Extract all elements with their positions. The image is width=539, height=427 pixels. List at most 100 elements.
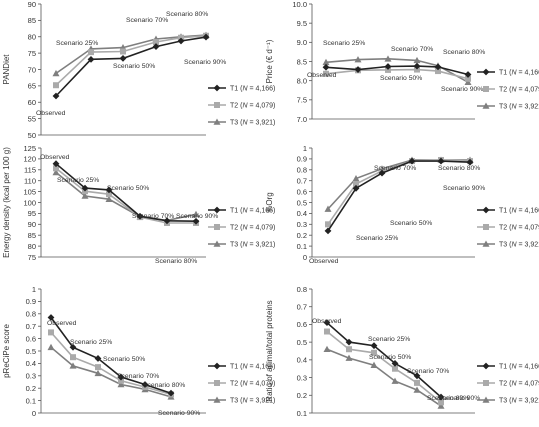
point-annotation: Scenario 90%	[176, 213, 218, 220]
data-point-T2	[435, 68, 441, 75]
legend-marker-T1	[213, 206, 221, 214]
series-line-T3	[55, 34, 207, 75]
data-point-T3	[117, 380, 125, 388]
point-annotation: Scenario 80%	[143, 382, 185, 389]
point-annotation: Scenario 70%	[407, 368, 449, 375]
y-tick-label: 1	[303, 144, 307, 153]
data-point-T1	[413, 372, 421, 380]
y-tick-label: 0	[32, 409, 36, 418]
y-tick-label: 60	[28, 98, 36, 107]
point-annotation: Scenario 50%	[113, 63, 155, 70]
legend-marker-T2	[214, 102, 220, 108]
data-point-T3	[352, 175, 360, 182]
y-tick-label: 9.5	[297, 19, 307, 28]
data-point-T1	[177, 37, 185, 45]
data-point-T1	[324, 227, 332, 235]
data-point-T1	[117, 373, 125, 381]
legend-entry-T3: T3 (N = 3,921)	[499, 398, 539, 405]
data-point-T1	[352, 184, 360, 192]
data-point-T2	[118, 377, 124, 384]
y-tick-label: 0	[303, 253, 307, 262]
legend-marker-T1	[213, 84, 221, 92]
y-tick-label: 55	[28, 114, 36, 123]
legend-entry-T2: T2 (N = 4,079)	[230, 103, 275, 110]
y-axis-title: Ratio of animal/total proteins	[265, 300, 274, 401]
series-line-T1	[327, 160, 471, 232]
point-annotation: Observed	[36, 110, 66, 117]
data-point-T3	[94, 369, 102, 377]
chart-panel-2: 7.0 7.5 8.0 8.5 9.0 9.5 10.0 Price (€ d⁻¹) Obser…	[265, 0, 539, 124]
point-annotation: Scenario 80%	[438, 165, 480, 172]
data-point-T1	[94, 355, 102, 362]
chart-panel-6: 0.1 0.2 0.3 0.4 0.5 0.6 0.7 0.8 Ratio of animal/…	[265, 285, 539, 418]
y-tick-label: 0.2	[26, 384, 36, 393]
y-tick-label: 0.1	[26, 396, 36, 405]
data-point-T2	[53, 165, 59, 172]
data-point-T1	[105, 186, 113, 194]
data-point-T1	[136, 212, 144, 220]
data-point-T1	[152, 43, 160, 50]
data-point-T2	[353, 180, 359, 187]
series-line-T3	[50, 346, 172, 398]
point-annotation: Scenario 70%	[132, 213, 174, 220]
data-point-T2	[88, 49, 94, 56]
legend-entry-T2: T2 (N = 4,079)	[230, 381, 275, 388]
y-tick-label: 70	[28, 65, 36, 74]
data-point-T1	[391, 360, 399, 367]
data-point-T1	[202, 33, 210, 41]
data-point-T3	[52, 168, 60, 176]
y-tick-label: 90	[28, 0, 36, 9]
point-annotation: Observed	[40, 154, 70, 161]
chart-panel-1: 50 55 60 65 70 75 80 85 90 PANDiet Observed Scenari…	[2, 0, 275, 140]
chart-panel-4: 0 0.1 0.2 0.3 0.4 0.5 0.60.7 0.8 0.9 1 %Org Observe…	[265, 144, 539, 265]
legend-entry-T1: T1 (N = 4,166)	[499, 70, 539, 77]
y-tick-label: 0.3	[297, 373, 307, 382]
data-point-T3	[413, 386, 421, 393]
data-point-T1	[322, 63, 330, 71]
y-tick-label: 80	[28, 242, 36, 251]
y-axis-title: pReCiPe score	[2, 324, 11, 378]
legend-marker-T1	[482, 68, 490, 76]
point-annotation: Scenario 50%	[107, 185, 149, 192]
y-tick-label: 125	[23, 144, 36, 153]
legend-marker-T1	[482, 362, 490, 370]
series-line-T2	[326, 330, 442, 404]
point-annotation: Scenario 50%	[369, 354, 411, 361]
legend-marker-T3	[482, 396, 490, 403]
legend-entry-T2: T2 (N = 4,079)	[499, 381, 539, 388]
legend-marker-T1	[213, 362, 221, 370]
data-point-T3	[322, 58, 330, 66]
y-tick-label: 0.8	[297, 285, 307, 294]
data-point-T3	[437, 402, 445, 409]
data-point-T3	[345, 354, 353, 361]
y-tick-label: 75	[28, 49, 36, 58]
point-annotation: Scenario 80%	[166, 11, 208, 18]
data-point-T1	[466, 158, 474, 166]
data-point-T3	[47, 343, 55, 351]
legend-entry-T2: T2 (N = 4,079)	[230, 225, 275, 232]
legend-entry-T3: T3 (N = 3,921)	[230, 398, 275, 405]
data-point-T2	[70, 354, 76, 361]
y-tick-label: 1	[32, 285, 36, 294]
series-line-T1	[55, 36, 207, 97]
y-tick-label: 0.6	[297, 187, 307, 196]
data-point-T2	[106, 191, 112, 198]
y-tick-label: 105	[23, 187, 36, 196]
point-annotation: Scenario 90%	[184, 59, 226, 66]
legend-marker-T2	[483, 380, 489, 386]
point-annotation: Scenario 90%	[441, 86, 483, 93]
y-tick-label: 0.3	[297, 220, 307, 229]
legend-marker-T1	[482, 206, 490, 214]
y-tick-label: 0.5	[297, 198, 307, 207]
data-point-T1	[119, 54, 127, 62]
data-point-T1	[378, 169, 386, 177]
point-annotation: Scenario 25%	[368, 336, 410, 343]
chart-panel-5: 0 0.1 0.2 0.3 0.4 0.5 0.6 0.7 0.8 0.9 1 pReCiPe sco…	[2, 285, 275, 418]
point-annotation: Scenario 25%	[57, 177, 99, 184]
data-point-T2	[48, 329, 54, 336]
legend-entry-T3: T3 (N = 3,921)	[230, 242, 275, 249]
y-tick-label: 0.1	[297, 409, 307, 418]
point-annotation: Scenario 25%	[323, 40, 365, 47]
y-axis-title: Price (€ d⁻¹)	[265, 39, 274, 83]
